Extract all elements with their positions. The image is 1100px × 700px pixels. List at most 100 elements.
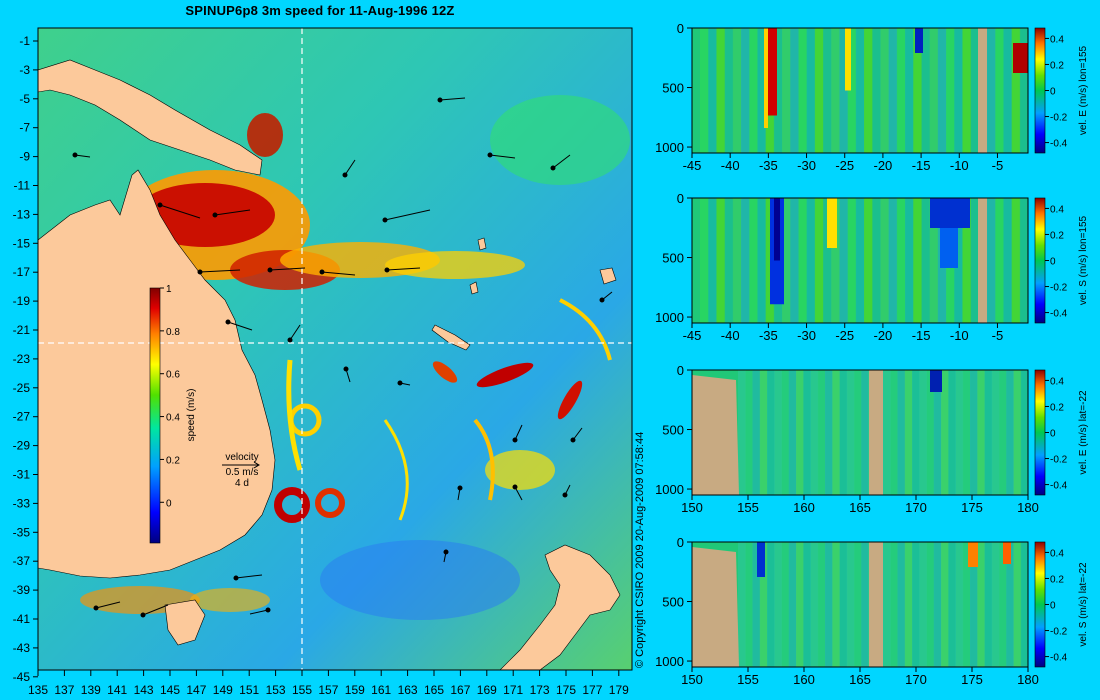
section-stripe — [948, 370, 956, 495]
x-tick-label: 180 — [1017, 672, 1039, 687]
velocity-colorbar-tick-label: 0.2 — [1050, 402, 1064, 413]
velocity-colorbar-tick-label: -0.2 — [1050, 113, 1068, 124]
section-stripe — [724, 28, 734, 153]
section-stripe — [817, 370, 826, 495]
section-stripe — [926, 370, 935, 495]
section-stripe — [790, 28, 799, 153]
section-land — [692, 375, 739, 495]
section-stripe — [831, 28, 840, 153]
section-stripe — [929, 28, 939, 153]
section-stripe — [977, 542, 985, 667]
x-tick-label: -10 — [950, 328, 969, 343]
section-stripe — [855, 198, 865, 323]
section-stripe — [1013, 542, 1022, 667]
section-stripe — [933, 542, 942, 667]
section-stripe — [970, 370, 978, 495]
section-stripe — [817, 542, 826, 667]
section-frame — [691, 27, 1029, 154]
x-tick-label: -15 — [912, 158, 931, 173]
velocity-colorbar-tick-label: 0.4 — [1050, 548, 1064, 559]
section-stripe — [1003, 198, 1013, 323]
section-stripe — [995, 198, 1004, 323]
section-stripe — [970, 542, 978, 667]
x-tick-label: -25 — [835, 158, 854, 173]
section-stripe — [896, 198, 906, 323]
section-feature — [757, 542, 765, 577]
section-stripe — [708, 28, 717, 153]
section-panel-2: 0 500 1000 -45 -40 -35 -30 -25 -20 -15 -10 -5 0.4 0.2… — [655, 191, 1089, 343]
colorbar-tick-label: 0 — [166, 498, 172, 509]
speed-colorbar-ticks: 1 0.8 0.6 0.4 0.2 0 — [160, 284, 180, 509]
section-stripe — [757, 28, 767, 153]
velocity-colorbar-tick-label: 0 — [1050, 87, 1056, 98]
lon-tick-label: 157 — [318, 683, 338, 697]
lat-tick-label: -25 — [13, 381, 31, 395]
section-stripe — [803, 542, 811, 667]
depth-tick-label: 500 — [662, 81, 684, 96]
section-stripe — [846, 542, 855, 667]
land-new-zealand — [499, 544, 621, 670]
speed-colorbar — [149, 287, 161, 544]
velocity-colorbar-tick-label: 0.4 — [1050, 204, 1064, 215]
section-stripe — [890, 370, 898, 495]
section-stripe — [991, 370, 1000, 495]
section-label: vel. S (m/s) lon=155 — [1078, 215, 1089, 305]
x-tick-label: -30 — [797, 158, 816, 173]
lat-tick-label: -29 — [13, 439, 31, 453]
section-stripe — [839, 198, 849, 323]
velocity-colorbar-tick-label: -0.4 — [1050, 481, 1068, 492]
depth-tick-label: 0 — [677, 535, 684, 550]
lon-tick-label: 165 — [424, 683, 444, 697]
section-stripe — [745, 542, 753, 667]
section-stripe — [921, 28, 931, 153]
section-stripe — [1006, 542, 1014, 667]
velocity-key-speed: 0.5 m/s — [226, 467, 259, 478]
section-stripe — [905, 198, 914, 323]
section-stripe — [798, 198, 808, 323]
velocity-colorbar — [1034, 27, 1046, 154]
section-stripe — [806, 198, 816, 323]
depth-tick-label: 0 — [677, 21, 684, 36]
section-stripe — [912, 370, 920, 495]
section-stripe — [904, 542, 913, 667]
section-stripe — [919, 370, 927, 495]
section-stripe — [825, 370, 833, 495]
lat-tick-label: -5 — [19, 92, 30, 106]
section-stripe — [832, 370, 840, 495]
x-tick-label: 170 — [905, 500, 927, 515]
lon-tick-label: 143 — [134, 683, 154, 697]
x-tick-label: 175 — [961, 500, 983, 515]
lon-tick-label: 155 — [292, 683, 312, 697]
lon-tick-label: 163 — [398, 683, 418, 697]
x-tick-label: -40 — [721, 158, 740, 173]
lon-tick-label: 153 — [266, 683, 286, 697]
section-stripe — [788, 542, 797, 667]
lat-tick-label: -13 — [13, 207, 31, 221]
velocity-colorbar-tick-label: 0.2 — [1050, 60, 1064, 71]
section-feature — [764, 28, 768, 128]
section-stripe — [954, 28, 963, 153]
section-stripe — [759, 370, 768, 495]
section-stripe — [991, 542, 1000, 667]
copyright-text: © Copyright CSIRO 2009 20-Aug-2009 07:58… — [634, 432, 646, 668]
section-panel-1: 0 500 1000 -45 -40 -35 -30 -25 -20 -15 -10 -5 0.4 0.2… — [655, 21, 1089, 173]
section-stripe — [847, 28, 857, 153]
section-stripe — [941, 370, 949, 495]
velocity-colorbar — [1034, 197, 1046, 324]
section-stripe — [937, 28, 947, 153]
x-tick-label: 165 — [849, 500, 871, 515]
land-vanuatu-fiji — [469, 237, 617, 295]
section-stripe — [1013, 370, 1022, 495]
section-feature — [845, 28, 851, 91]
section-feature — [930, 198, 970, 228]
section-stripe — [810, 542, 819, 667]
x-tick-label: -35 — [759, 158, 778, 173]
section-stripe — [970, 28, 980, 153]
section-stripe — [757, 198, 767, 323]
section-feature — [968, 542, 978, 567]
section-feature — [1003, 542, 1011, 564]
section-frame — [691, 197, 1029, 324]
section-stripe — [724, 198, 734, 323]
section-stripe — [1020, 370, 1029, 495]
section-stripe — [774, 370, 782, 495]
